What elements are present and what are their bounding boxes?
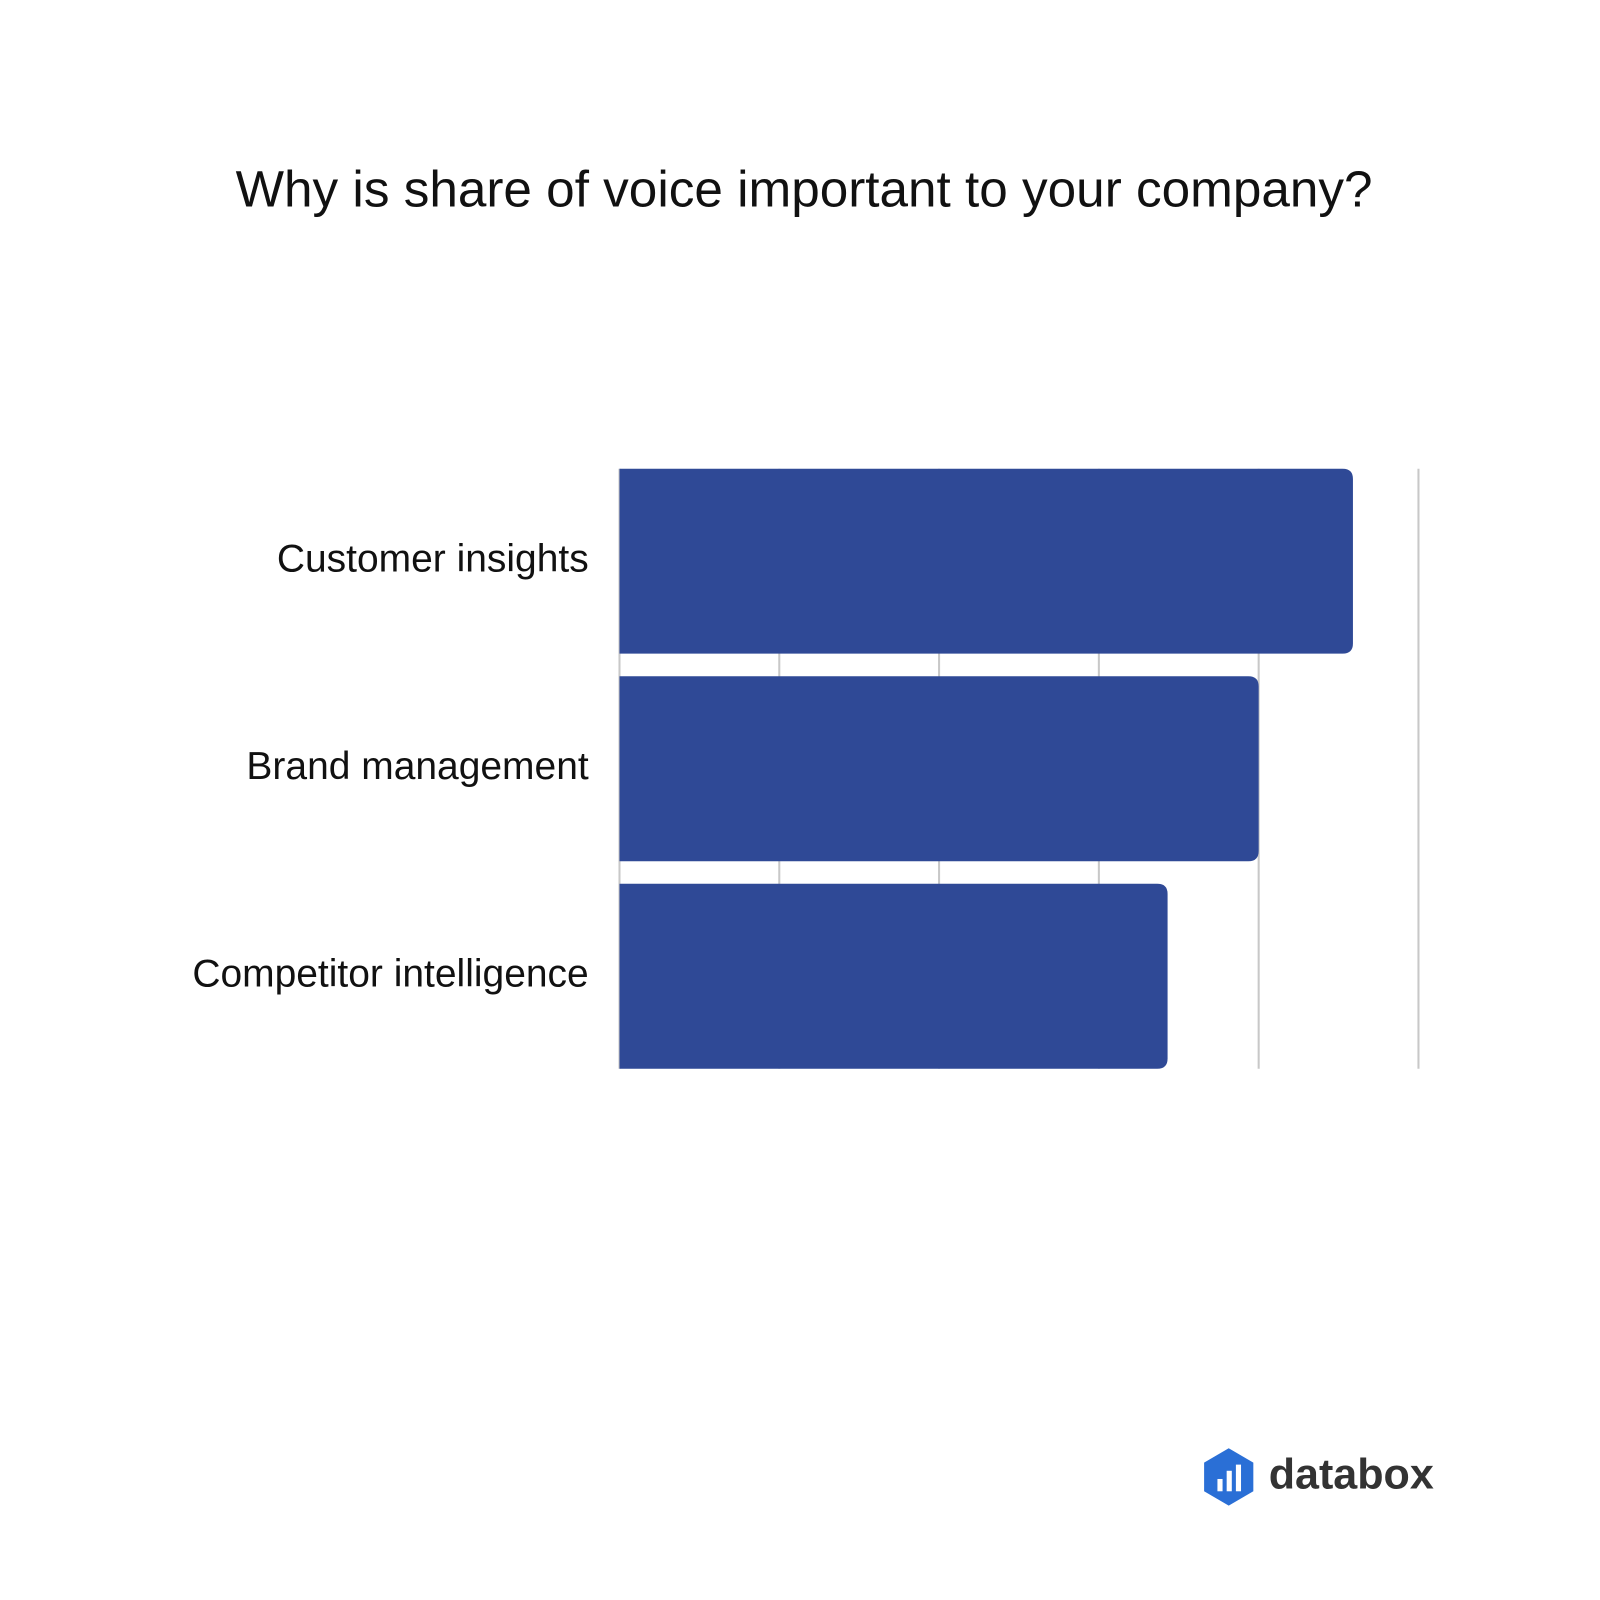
bar — [619, 883, 1168, 1069]
y-tick-label: Customer insights — [277, 537, 589, 580]
chart-title: Why is share of voice important to your … — [236, 160, 1373, 217]
y-tick-label: Brand management — [246, 745, 588, 788]
logo: databox — [1204, 1448, 1434, 1506]
logo-icon-bar — [1217, 1478, 1223, 1492]
logo-icon-bar — [1226, 1470, 1232, 1492]
bar — [619, 676, 1259, 862]
y-tick-label: Competitor intelligence — [192, 953, 588, 996]
logo-text: databox — [1269, 1450, 1434, 1498]
bar — [619, 468, 1353, 654]
logo-icon-bar — [1235, 1464, 1242, 1492]
bars — [619, 468, 1353, 1069]
